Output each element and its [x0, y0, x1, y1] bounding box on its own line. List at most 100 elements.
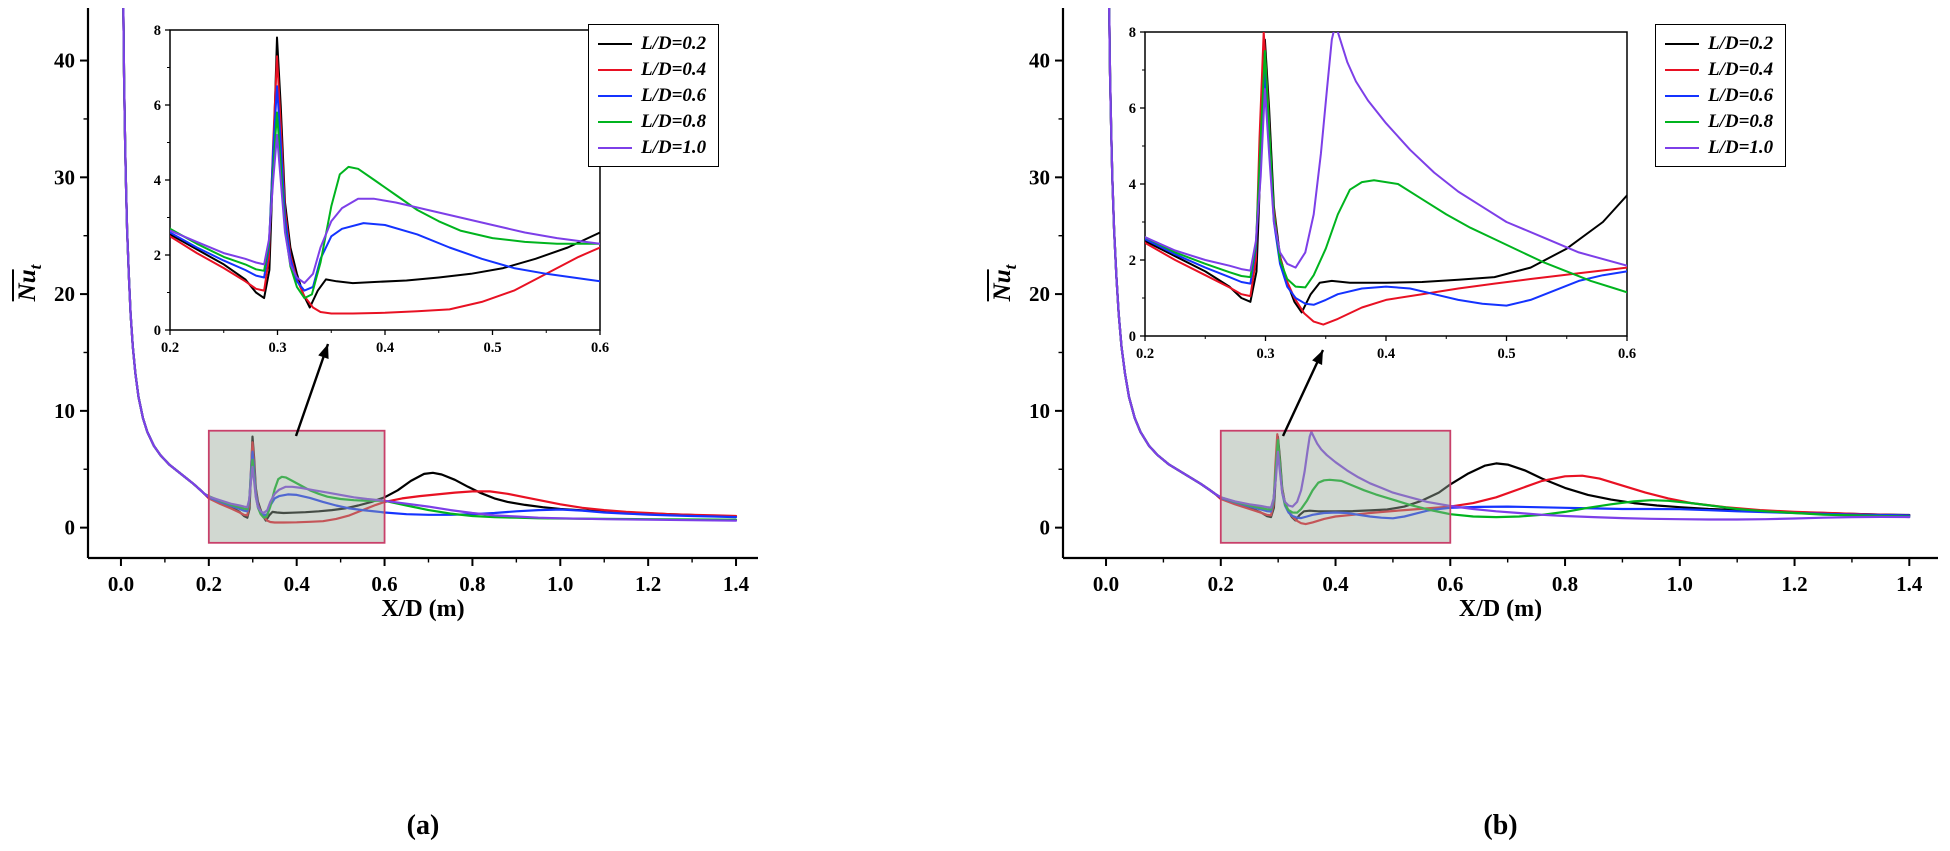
legend-label: L/D=0.4	[1708, 58, 1774, 80]
legend-label: L/D=0.4	[641, 58, 707, 80]
ylabel-sub-b: t	[1001, 264, 1020, 270]
legend-line-swatch	[598, 120, 632, 123]
panel-a: 0.0 0.2 0.4 0.6 0.8 1.0 1.2 1.4 0 10 20 30 40 0.2 0.3 0…	[14, 8, 758, 841]
caption-a: (a)	[406, 810, 440, 841]
legend-label: L/D=0.2	[1708, 32, 1774, 54]
svg-text:0.6: 0.6	[591, 340, 609, 356]
svg-text:0.2: 0.2	[161, 340, 179, 356]
legend-entry: L/D=0.4	[1665, 58, 1773, 81]
svg-text:20: 20	[1029, 282, 1050, 306]
legend-entry: L/D=1.0	[1665, 136, 1773, 159]
legend-entry: L/D=0.8	[1665, 110, 1773, 133]
caption-b: (b)	[1483, 810, 1518, 841]
inset-series-line-L-D-0.6	[170, 85, 600, 292]
inset-series-line-L-D-0.4	[1145, 32, 1627, 326]
legend-line-swatch	[598, 68, 632, 71]
ylabel-base-b: Nu	[989, 269, 1016, 302]
legend-a: L/D=0.2 L/D=0.4 L/D=0.6 L/D=0.8 L/D=1.0	[588, 24, 720, 167]
svg-text:6: 6	[154, 98, 161, 114]
svg-text:0.6: 0.6	[1437, 572, 1463, 596]
legend-entry: L/D=0.2	[598, 32, 706, 55]
x-axis-label-a: X/D (m)	[381, 596, 465, 622]
svg-text:0.5: 0.5	[1497, 346, 1515, 362]
svg-text:0.4: 0.4	[284, 572, 311, 596]
inset-series-lines	[170, 36, 600, 315]
legend-label: L/D=1.0	[641, 136, 707, 158]
svg-text:0.6: 0.6	[1618, 346, 1636, 362]
svg-text:1.4: 1.4	[1896, 572, 1923, 596]
legend-entry: L/D=0.2	[1665, 32, 1773, 55]
svg-text:0: 0	[154, 323, 161, 339]
axes	[86, 8, 758, 560]
svg-text:0: 0	[1129, 329, 1136, 345]
inset-plot: 0.2 0.3 0.4 0.5 0.6 0 2 4 6 8	[154, 23, 609, 356]
svg-text:20: 20	[54, 282, 75, 306]
inset-series-lines	[1145, 32, 1627, 326]
series-lines	[1108, 8, 1911, 526]
zoom-arrow	[294, 343, 330, 437]
legend-line-swatch	[598, 94, 632, 97]
svg-text:0.0: 0.0	[108, 572, 134, 596]
zoom-arrow-head	[318, 344, 329, 360]
svg-text:0.2: 0.2	[1136, 346, 1154, 362]
y-axis-label-b: Nut	[989, 265, 1021, 302]
svg-text:40: 40	[54, 49, 75, 73]
inset-tick-marks	[165, 29, 601, 335]
svg-text:8: 8	[1129, 25, 1136, 41]
zoom-arrow-head	[1312, 350, 1323, 366]
tick-marks	[1055, 59, 1911, 566]
svg-text:0.4: 0.4	[376, 340, 394, 356]
zoom-arrow	[1281, 349, 1325, 437]
ylabel-base-a: Nu	[14, 269, 41, 302]
svg-text:30: 30	[54, 165, 75, 189]
inset-tick-labels: 0.2 0.3 0.4 0.5 0.6 0 2 4 6 8	[154, 23, 609, 356]
legend-entry: L/D=0.8	[598, 110, 706, 133]
svg-text:0.4: 0.4	[1322, 572, 1349, 596]
inset-series-line-L-D-0.8	[170, 111, 600, 300]
legend-entry: L/D=0.6	[1665, 84, 1773, 107]
svg-text:0.2: 0.2	[196, 572, 222, 596]
inset-series-line-L-D-1.0	[1145, 32, 1627, 272]
legend-entry: L/D=0.4	[598, 58, 706, 81]
svg-text:2: 2	[154, 248, 161, 264]
legend-entry: L/D=0.6	[598, 84, 706, 107]
legend-label: L/D=1.0	[1708, 136, 1774, 158]
svg-text:30: 30	[1029, 165, 1050, 189]
svg-text:0.3: 0.3	[268, 340, 286, 356]
zoom-region-rect	[1219, 429, 1452, 544]
svg-text:0: 0	[65, 516, 76, 540]
svg-text:2: 2	[1129, 253, 1136, 269]
svg-text:8: 8	[154, 23, 161, 39]
legend-line-swatch	[598, 146, 632, 149]
svg-text:0.2: 0.2	[1208, 572, 1234, 596]
svg-text:0.0: 0.0	[1093, 572, 1119, 596]
axes	[1061, 8, 1938, 560]
legend-line-swatch	[1665, 42, 1699, 45]
legend-label: L/D=0.6	[641, 84, 707, 106]
svg-text:1.2: 1.2	[1781, 572, 1807, 596]
inset-tick-marks	[1140, 31, 1628, 341]
series-line-L-D-1.0	[1108, 8, 1911, 521]
legend-line-swatch	[1665, 68, 1699, 71]
legend-entry: L/D=1.0	[598, 136, 706, 159]
svg-text:1.0: 1.0	[1667, 572, 1693, 596]
legend-label: L/D=0.6	[1708, 84, 1774, 106]
legend-line-swatch	[598, 42, 632, 45]
svg-text:6: 6	[1129, 101, 1136, 117]
tick-marks	[80, 59, 738, 566]
legend-label: L/D=0.8	[1708, 110, 1774, 132]
series-lines	[122, 8, 738, 524]
legend-label: L/D=0.2	[641, 32, 707, 54]
svg-text:0: 0	[1040, 516, 1051, 540]
series-line-L-D-1.0	[122, 8, 738, 522]
legend-line-swatch	[1665, 146, 1699, 149]
y-axis-label-a: Nut	[14, 265, 46, 302]
svg-text:1.2: 1.2	[635, 572, 661, 596]
panel-b: 0.0 0.2 0.4 0.6 0.8 1.0 1.2 1.4 0 10 20 30 40 0.2 0.3 0…	[975, 0, 1950, 851]
svg-text:40: 40	[1029, 49, 1050, 73]
